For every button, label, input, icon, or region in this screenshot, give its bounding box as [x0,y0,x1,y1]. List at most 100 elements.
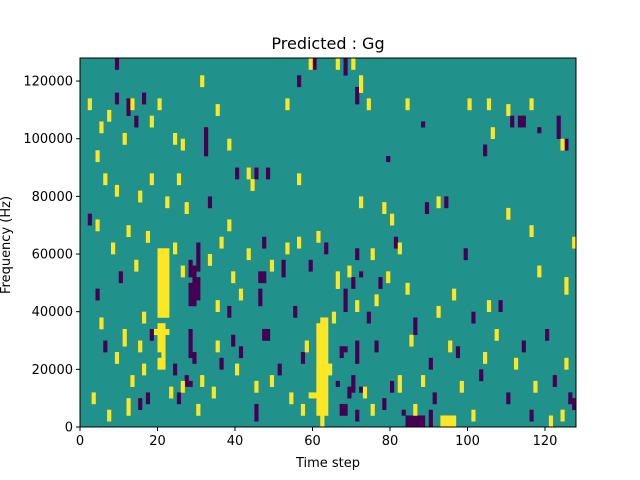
heatmap-cell-low [114,92,120,105]
heatmap-cell-low [188,328,193,359]
heatmap-cell-high [153,328,158,336]
heatmap-cell-low [188,282,193,307]
heatmap-cell-high [126,225,131,238]
heatmap-cell-high [269,375,275,387]
heatmap-cell-high [269,259,275,272]
heatmap-cell-low [149,328,154,341]
heatmap-cell-high [215,340,220,353]
heatmap-cell-high [157,248,162,318]
heatmap-cell-low [262,236,267,249]
heatmap-cell-high [440,415,445,428]
heatmap-cell-low [390,380,395,393]
heatmap-cell-high [359,75,364,93]
heatmap-cell-high [459,380,464,393]
heatmap-cell-high [405,282,410,295]
heatmap-cell-low [254,167,259,180]
heatmap-cell-low [114,58,120,70]
heatmap-cell-high [324,317,329,416]
heatmap-cell-low [219,357,224,370]
heatmap-cell-high [483,352,488,364]
heatmap-cell-high [529,98,534,111]
x-tick-label: 20 [149,434,166,449]
heatmap-cell-low [432,392,437,405]
heatmap-cell-high [122,132,127,145]
heatmap-cell-high [335,58,340,70]
heatmap-cell-high [486,98,492,111]
heatmap-cell-high [184,202,189,214]
heatmap-cell-low [343,288,348,312]
heatmap-cell-high [494,328,499,341]
heatmap-cell-high [107,109,112,122]
heatmap-cell-high [347,265,352,278]
heatmap-cell-low [444,196,449,209]
heatmap-cell-high [359,196,364,209]
heatmap-cell-low [339,403,344,416]
heatmap-cell-high [409,334,414,347]
heatmap-cell-high [130,375,135,387]
heatmap-cell-high [238,288,244,301]
heatmap-cell-high [362,386,368,399]
heatmap-cell-high [211,386,216,399]
heatmap-cell-high [397,242,402,255]
heatmap-cell-high [308,392,313,399]
heatmap-cell-high [99,317,104,330]
heatmap-cell-high [448,340,453,353]
heatmap-cell-high [180,138,185,151]
heatmap-cell-high [138,340,143,353]
heatmap-cell-high [537,265,542,278]
heatmap-cell-low [103,340,108,353]
heatmap-cell-low [455,346,461,359]
heatmap-cell-high [285,242,290,255]
heatmap-cell-high [560,138,565,151]
heatmap-cell-high [452,415,457,428]
heatmap-cell-low [266,167,271,180]
heatmap-cell-high [320,317,325,416]
heatmap-cell-high [335,271,340,289]
x-tick-label: 120 [533,434,558,449]
heatmap-cell-high [165,328,170,336]
heatmap-cell-high [572,236,577,249]
heatmap-cell-high [231,271,236,284]
heatmap-cell-high [351,58,356,70]
heatmap-cell-low [238,346,244,359]
heatmap-cell-low [266,328,271,341]
heatmap-cell-high [91,392,96,405]
heatmap-cell-high [436,305,441,318]
y-tick-label: 100000 [23,132,73,147]
heatmap-cell-low [188,380,193,387]
heatmap-cell-high [235,363,240,376]
heatmap-cell-high [142,363,147,376]
heatmap-cell-high [370,403,375,416]
heatmap-cell-high [246,167,251,180]
heatmap-cell-high [366,98,371,111]
heatmap-cell-high [564,277,569,295]
heatmap-cell-low [417,415,422,428]
heatmap-cell-low [471,311,476,324]
y-axis: 0 20000 40000 60000 80000 100000 120000 [23,75,80,436]
heatmap-cell-low [517,115,523,128]
heatmap-cell-low [196,242,201,272]
heatmap-cell-high [560,409,565,422]
heatmap-cell-low [405,415,410,428]
heatmap-cell-high [506,104,511,116]
heatmap-cell-low [393,236,399,249]
heatmap-cell-low [258,271,263,284]
heatmap-cell-low [207,196,213,209]
heatmap-cell-low [521,115,526,128]
heatmap-cell-high [196,403,201,416]
heatmap-cell-low [374,340,379,353]
heatmap-cell-high [122,328,127,347]
heatmap-cell-low [421,415,426,428]
heatmap-cell-low [138,398,143,410]
heatmap-cell-low [204,127,209,157]
heatmap-cell-high [134,259,139,272]
heatmap-cell-high [114,184,120,197]
heatmap-cell-low [277,363,282,376]
heatmap-cell-low [378,277,383,289]
heatmap-cell-high [165,248,170,318]
heatmap-cell-high [316,323,321,416]
heatmap-cell-low [498,300,503,312]
heatmap-cell-low [235,167,240,180]
heatmap-cell-low [262,271,267,284]
